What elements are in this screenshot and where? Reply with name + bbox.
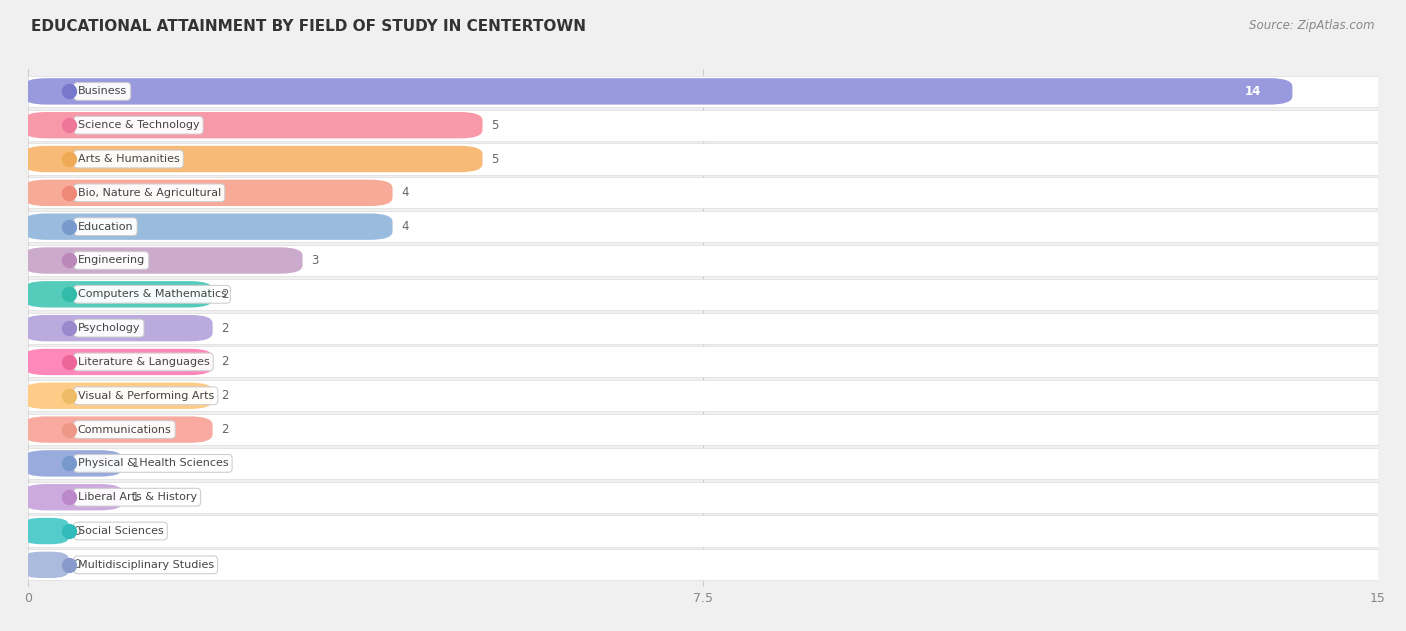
FancyBboxPatch shape xyxy=(28,550,1378,581)
Text: Social Sciences: Social Sciences xyxy=(77,526,163,536)
Text: Source: ZipAtlas.com: Source: ZipAtlas.com xyxy=(1250,19,1375,32)
Text: Multidisciplinary Studies: Multidisciplinary Studies xyxy=(77,560,214,570)
FancyBboxPatch shape xyxy=(24,180,392,206)
FancyBboxPatch shape xyxy=(24,146,482,172)
Text: 4: 4 xyxy=(402,220,409,233)
Text: Engineering: Engineering xyxy=(77,256,145,266)
Text: 2: 2 xyxy=(222,389,229,402)
FancyBboxPatch shape xyxy=(28,414,1378,445)
Text: Physical & Health Sciences: Physical & Health Sciences xyxy=(77,458,228,468)
Text: 14: 14 xyxy=(1244,85,1261,98)
Text: 2: 2 xyxy=(222,322,229,334)
Text: Computers & Mathematics: Computers & Mathematics xyxy=(77,289,226,299)
FancyBboxPatch shape xyxy=(24,450,122,476)
Text: 2: 2 xyxy=(222,288,229,301)
Text: EDUCATIONAL ATTAINMENT BY FIELD OF STUDY IN CENTERTOWN: EDUCATIONAL ATTAINMENT BY FIELD OF STUDY… xyxy=(31,19,586,34)
FancyBboxPatch shape xyxy=(24,78,1292,105)
FancyBboxPatch shape xyxy=(28,312,1378,344)
Text: 4: 4 xyxy=(402,186,409,199)
Text: 5: 5 xyxy=(492,119,499,132)
FancyBboxPatch shape xyxy=(24,213,392,240)
FancyBboxPatch shape xyxy=(24,518,69,544)
FancyBboxPatch shape xyxy=(28,380,1378,411)
FancyBboxPatch shape xyxy=(24,247,302,274)
Text: Science & Technology: Science & Technology xyxy=(77,121,200,130)
Text: 0: 0 xyxy=(73,558,80,571)
FancyBboxPatch shape xyxy=(24,315,212,341)
Text: 0: 0 xyxy=(73,524,80,538)
Text: 1: 1 xyxy=(132,491,139,504)
Text: 2: 2 xyxy=(222,423,229,436)
Text: Visual & Performing Arts: Visual & Performing Arts xyxy=(77,391,214,401)
FancyBboxPatch shape xyxy=(24,484,122,510)
FancyBboxPatch shape xyxy=(24,349,212,375)
FancyBboxPatch shape xyxy=(24,382,212,409)
FancyBboxPatch shape xyxy=(28,177,1378,208)
Text: Literature & Languages: Literature & Languages xyxy=(77,357,209,367)
Text: 5: 5 xyxy=(492,153,499,165)
Text: 1: 1 xyxy=(132,457,139,470)
FancyBboxPatch shape xyxy=(28,76,1378,107)
FancyBboxPatch shape xyxy=(24,281,212,307)
Text: Business: Business xyxy=(77,86,127,97)
FancyBboxPatch shape xyxy=(28,211,1378,242)
FancyBboxPatch shape xyxy=(28,143,1378,175)
Text: Bio, Nature & Agricultural: Bio, Nature & Agricultural xyxy=(77,188,221,198)
FancyBboxPatch shape xyxy=(28,481,1378,513)
FancyBboxPatch shape xyxy=(28,346,1378,377)
Text: Psychology: Psychology xyxy=(77,323,141,333)
Text: 3: 3 xyxy=(312,254,319,267)
Text: Arts & Humanities: Arts & Humanities xyxy=(77,154,180,164)
FancyBboxPatch shape xyxy=(24,112,482,138)
FancyBboxPatch shape xyxy=(28,245,1378,276)
FancyBboxPatch shape xyxy=(28,279,1378,310)
Text: Communications: Communications xyxy=(77,425,172,435)
FancyBboxPatch shape xyxy=(28,516,1378,546)
FancyBboxPatch shape xyxy=(28,448,1378,479)
Text: Education: Education xyxy=(77,221,134,232)
Text: 2: 2 xyxy=(222,355,229,369)
FancyBboxPatch shape xyxy=(28,110,1378,141)
FancyBboxPatch shape xyxy=(24,551,69,578)
FancyBboxPatch shape xyxy=(24,416,212,443)
Text: Liberal Arts & History: Liberal Arts & History xyxy=(77,492,197,502)
